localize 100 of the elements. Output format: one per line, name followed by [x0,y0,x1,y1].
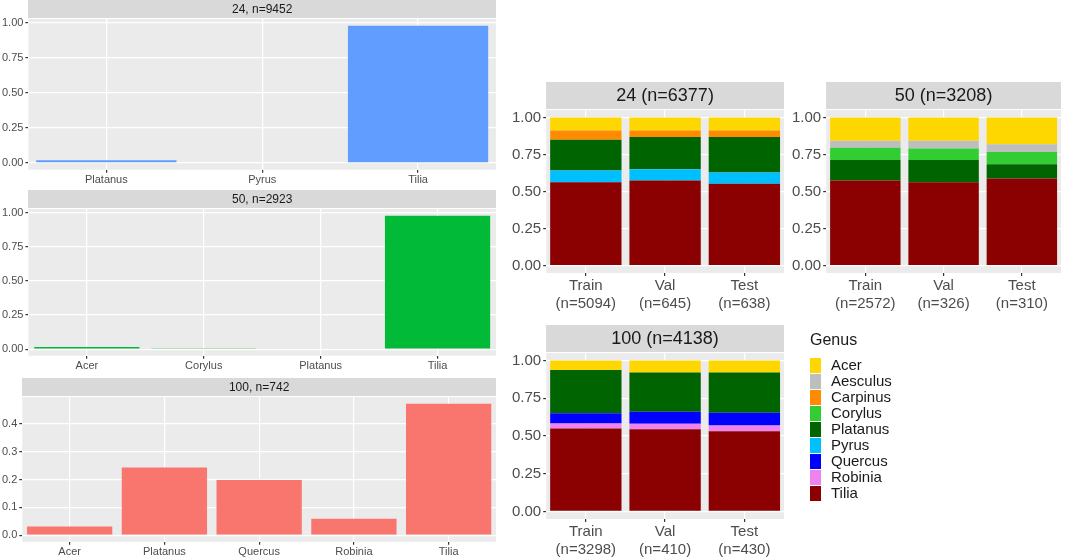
bar [629,117,701,131]
bar [830,147,901,160]
y-tick-label: 0.75 [791,144,822,162]
bar [550,182,622,265]
bar [629,360,701,373]
bar [708,412,781,426]
y-tick-label: 1.00 [511,350,542,368]
x-tick-label: Robinia [335,545,374,558]
x-tick-label: Platanus [299,359,343,372]
y-tick-label: 1.00 [1,16,24,29]
y-tick-label: 0.2 [1,472,18,485]
bar [550,360,622,370]
x-tick-label: Val (n=326) [917,276,970,312]
bar [629,423,701,430]
y-tick-label: 0.3 [1,444,18,457]
bar [629,169,701,181]
y-tick-label: 0.25 [1,121,24,133]
bar [550,117,622,131]
bar [629,429,701,511]
y-tick-label: 1.00 [791,107,822,125]
bar [708,425,781,432]
bar [908,159,979,183]
bar [629,372,701,412]
x-tick-label: Acer [75,359,99,372]
bar [830,140,901,148]
y-tick-label: 0.50 [1,274,24,287]
bar [629,130,701,137]
x-tick-label: Tilia [438,545,460,558]
bar [550,423,622,429]
bar [708,130,781,137]
x-tick-label: Platanus [84,173,129,186]
y-tick-label: 1.00 [1,205,24,218]
chart-title: 100 (n=4138) [546,325,784,352]
legend-label: Aesculus [831,372,892,389]
bar [629,136,701,170]
y-tick-label: 0.00 [791,255,822,273]
bar [908,148,979,160]
y-tick-label: 0.75 [1,51,24,64]
legend-label: Tilia [831,484,858,501]
bar [708,117,781,131]
y-tick-label: 0.4 [1,416,18,429]
chart-title: 24 (n=6377) [546,82,784,109]
x-tick-label: Val (n=645) [639,276,692,312]
bar [384,215,491,349]
bar [986,152,1058,165]
bar [708,372,781,413]
y-tick-label: 0.25 [511,463,542,481]
y-tick-label: 0.25 [791,218,822,236]
bar [908,182,979,265]
bar [550,130,622,140]
legend-label: Robinia [831,468,882,485]
x-tick-label: Train (n=2572) [835,276,896,312]
x-tick-label: Acer [58,545,82,558]
y-tick-label: 0.50 [511,426,542,444]
x-tick-label: Train (n=5094) [555,276,617,312]
chart-title: 24, n=9452 [28,0,496,18]
x-tick-label: Pyrus [248,173,277,186]
bar [708,360,781,373]
chart-title: 50 (n=3208) [826,82,1061,109]
y-tick-label: 0.25 [1,308,24,321]
bar [708,172,781,184]
y-tick-label: 1.00 [511,107,542,125]
y-tick-label: 0.0 [1,528,18,541]
x-tick-label: Val (n=410) [639,522,692,558]
legend-label: Carpinus [831,388,892,405]
y-tick-label: 0.25 [511,218,542,236]
legend-label: Quercus [831,452,888,469]
bar [550,428,622,511]
y-tick-label: 0.00 [511,255,542,273]
y-tick-label: 0.50 [1,86,24,99]
bar [708,136,781,173]
bar [629,411,701,424]
y-tick-label: 0.75 [1,240,24,253]
legend-label: Platanus [831,420,890,437]
y-tick-label: 0.1 [1,500,18,513]
x-tick-label: Test (n=638) [718,276,771,312]
bar [830,159,901,181]
bar [830,180,901,265]
bar [550,139,622,171]
y-tick-label: 0.75 [511,388,542,406]
x-tick-label: Test (n=310) [995,276,1048,312]
legend-title: Genus [810,331,859,349]
y-tick-label: 0.00 [511,501,542,519]
bar [27,526,113,535]
bar [550,413,622,424]
chart-title: 50, n=2923 [28,190,496,208]
bar [550,170,622,183]
chart-title: 100, n=742 [22,378,496,396]
x-tick-label: Tilia [427,359,449,372]
x-tick-label: Tilia [408,173,429,186]
bar [406,403,492,535]
y-tick-label: 0.50 [791,181,822,199]
legend-label: Pyrus [831,436,870,453]
bar [708,183,781,265]
bar [908,117,979,141]
bar [629,180,701,265]
x-tick-label: Quercus [238,545,281,558]
bar [830,117,901,141]
bar [121,467,208,535]
x-tick-label: Test (n=430) [718,522,771,558]
